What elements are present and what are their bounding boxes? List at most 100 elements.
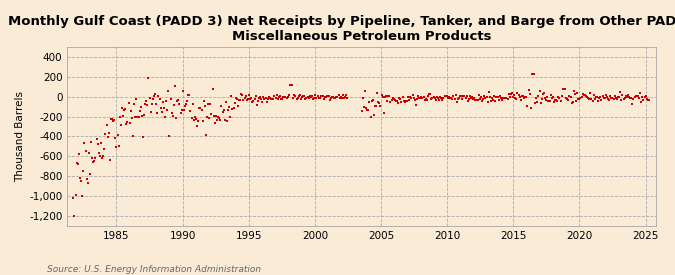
Point (506, 91, 517, 95)
Point (549, 98, 560, 102)
Point (488, 97, 499, 102)
Point (439, 93, 450, 98)
Point (261, 100, 272, 105)
Point (520, 95, 531, 100)
Point (497, 96, 508, 100)
Point (327, 94, 338, 99)
Point (171, 116, 182, 120)
Point (508, 95, 518, 100)
Point (379, 111, 389, 115)
Point (221, 119, 232, 123)
Point (133, 115, 144, 119)
Point (462, 98, 473, 103)
Point (93, 151, 104, 156)
Point (277, 97, 288, 101)
Point (441, 94, 452, 98)
Point (81, 177, 92, 182)
Point (531, 96, 541, 100)
Point (163, 89, 173, 93)
Point (438, 96, 449, 100)
Point (421, 97, 432, 102)
Point (375, 104, 386, 109)
Point (92, 142, 103, 146)
Point (408, 96, 419, 101)
Point (308, 97, 319, 101)
Point (614, 95, 624, 99)
Point (494, 94, 505, 98)
Point (392, 99, 402, 104)
Point (197, 119, 208, 123)
Point (169, 84, 180, 88)
Point (616, 98, 626, 102)
Point (296, 97, 306, 101)
Point (244, 92, 254, 97)
Point (541, 98, 551, 103)
Point (187, 102, 198, 106)
Point (273, 95, 284, 100)
Point (227, 107, 238, 111)
Point (551, 98, 562, 102)
Point (597, 94, 608, 98)
Point (299, 94, 310, 98)
Point (404, 98, 414, 102)
Point (357, 96, 368, 100)
Point (386, 97, 397, 102)
Point (175, 111, 186, 116)
Point (288, 95, 298, 100)
Point (514, 95, 525, 100)
Point (132, 115, 143, 119)
Point (500, 96, 511, 100)
Point (558, 87, 568, 91)
Point (313, 96, 324, 100)
Point (206, 112, 217, 116)
Point (618, 97, 629, 101)
Point (122, 120, 133, 125)
Point (613, 95, 624, 99)
Point (545, 93, 556, 97)
Point (452, 100, 462, 104)
Point (591, 95, 602, 99)
Point (643, 98, 654, 102)
Point (186, 116, 197, 120)
Point (263, 97, 273, 101)
Point (237, 93, 248, 97)
Point (433, 96, 443, 100)
Point (77, 194, 88, 198)
Point (381, 94, 392, 98)
Point (530, 101, 541, 106)
Point (396, 99, 407, 104)
Point (495, 95, 506, 100)
Point (306, 95, 317, 99)
Point (211, 114, 221, 118)
Point (483, 90, 494, 95)
Point (431, 95, 442, 100)
Title: Monthly Gulf Coast (PADD 3) Net Receipts by Pipeline, Tanker, and Barge from Oth: Monthly Gulf Coast (PADD 3) Net Receipts… (8, 15, 675, 43)
Point (521, 95, 532, 99)
Point (410, 103, 421, 107)
Point (257, 100, 268, 104)
Point (363, 108, 374, 112)
Point (568, 89, 579, 94)
Point (146, 101, 157, 106)
Point (552, 99, 563, 104)
Point (456, 94, 466, 98)
Point (525, 106, 536, 110)
Point (329, 96, 340, 100)
Point (109, 118, 119, 123)
Point (70, 192, 81, 197)
Point (99, 147, 110, 152)
Point (331, 95, 342, 99)
Point (272, 97, 283, 101)
Point (415, 96, 426, 100)
Point (436, 96, 447, 100)
Point (377, 95, 388, 99)
Point (634, 96, 645, 101)
Point (117, 106, 128, 111)
Point (577, 92, 588, 97)
Point (605, 94, 616, 98)
Point (443, 95, 454, 99)
Point (68, 196, 79, 200)
Point (327, 95, 338, 99)
Point (86, 139, 97, 144)
Point (491, 94, 502, 99)
